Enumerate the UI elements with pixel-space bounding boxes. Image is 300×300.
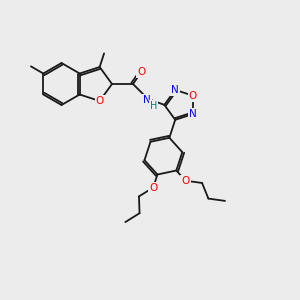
Text: O: O	[137, 67, 146, 77]
Text: O: O	[95, 96, 104, 106]
Text: O: O	[149, 182, 157, 193]
Text: N: N	[189, 109, 197, 119]
Text: N: N	[171, 85, 179, 95]
Text: O: O	[181, 176, 190, 186]
Text: O: O	[189, 91, 197, 100]
Text: H: H	[150, 101, 157, 111]
Text: N: N	[143, 95, 151, 105]
